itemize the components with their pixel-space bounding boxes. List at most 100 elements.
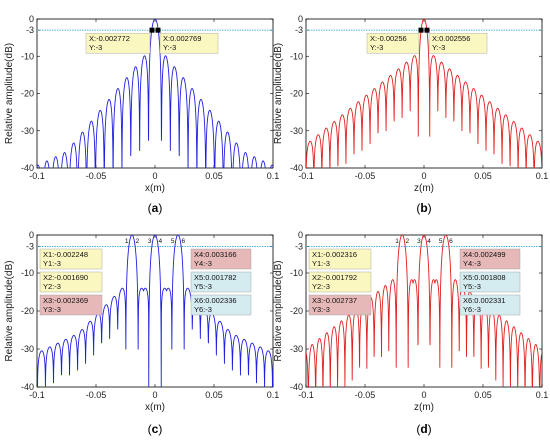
datatip-y-label: Y:-3 — [163, 43, 176, 52]
peak-number-label: 3 — [417, 238, 421, 245]
datatip-box — [459, 271, 521, 293]
peak-number-label: 4 — [427, 238, 431, 245]
x-axis-label: x(m) — [145, 183, 165, 194]
datatip-y-label: Y:-3 — [432, 43, 445, 52]
plot-area — [36, 18, 274, 169]
chart-panel-b: 0-3-10-20-30-40-0.1 -0.05 0 0.05 0.1z(m)Rela… — [273, 14, 548, 215]
peak-number-label: 6 — [449, 238, 453, 245]
datatip-x-label: X:0.002769 — [163, 34, 201, 43]
caption-close: ) — [428, 422, 432, 436]
datatip-y-label: Y6:-3 — [463, 305, 481, 314]
y-tick-label: -20 — [21, 306, 34, 316]
datatip-box — [190, 271, 252, 293]
panel-caption: (c) — [148, 422, 163, 436]
datatip-box — [308, 294, 372, 316]
panel-caption: (b) — [416, 201, 431, 215]
datatip-y-label: Y1:-3 — [312, 259, 330, 268]
plot-area — [305, 18, 543, 169]
x-tick-label: -0.1 — [298, 171, 314, 181]
caption-open: ( — [148, 422, 152, 436]
x-tick-label: 0 — [152, 171, 157, 181]
series-line — [37, 19, 273, 168]
datatip-box — [308, 271, 372, 293]
x-axis-label: z(m) — [414, 402, 434, 413]
y-tick-label: -3 — [26, 25, 34, 35]
chart-panel-d: 0-3-10-20-30-40-0.1 -0.05 0 0.05 0.1z(m)Rela… — [273, 230, 548, 436]
caption-letter: c — [152, 422, 159, 436]
peak-number-label: 2 — [135, 238, 139, 245]
y-tick-label: 0 — [298, 14, 303, 24]
y-tick-label: -40 — [290, 382, 303, 392]
peak-number-label: 2 — [405, 238, 409, 245]
caption-letter: d — [420, 422, 427, 436]
y-tick-label: -10 — [21, 51, 34, 61]
caption-close: ) — [428, 201, 432, 215]
datatip-box — [39, 248, 103, 270]
datatip-y-label: Y3:-3 — [312, 305, 330, 314]
x-tick-label: 0.1 — [536, 171, 549, 181]
x-tick-label: -0.05 — [355, 171, 376, 181]
caption-open: ( — [416, 201, 420, 215]
caption-close: ) — [158, 201, 162, 215]
x-tick-label: -0.05 — [86, 390, 107, 400]
y-tick-label: -10 — [290, 268, 303, 278]
datatip-box — [366, 32, 420, 54]
y-axis-label: Relative amplitude(dB) — [273, 43, 284, 144]
y-tick-label: -10 — [290, 51, 303, 61]
datatip-x-label: X:0.002556 — [432, 34, 470, 43]
x-tick-label: 0.1 — [536, 390, 549, 400]
x-tick-label: 0.05 — [474, 390, 492, 400]
x-tick-label: 0 — [421, 390, 426, 400]
y-tick-label: -3 — [295, 25, 303, 35]
peak-number-label: 4 — [158, 238, 162, 245]
caption-open: ( — [148, 201, 152, 215]
x-tick-label: -0.05 — [355, 390, 376, 400]
datatip-x-label: X:-0.00256 — [370, 34, 407, 43]
y-tick-label: 0 — [29, 14, 34, 24]
datatip-marker — [424, 27, 430, 33]
chart-panel-a: 0-3-10-20-30-40-0.1 -0.05 0 0.05 0.1x(m)Rela… — [4, 14, 279, 215]
caption-letter: b — [420, 201, 427, 215]
datatip-x-label: X5:0.001808 — [463, 273, 506, 282]
datatip-y-label: Y:-3 — [89, 43, 102, 52]
peak-number-label: 1 — [395, 238, 399, 245]
datatip-box — [39, 294, 103, 316]
datatip-y-label: Y1:-3 — [43, 259, 61, 268]
x-tick-label: 0.1 — [267, 390, 280, 400]
datatip-marker — [418, 27, 424, 33]
panel-caption: (d) — [416, 422, 431, 436]
x-tick-label: 0 — [152, 390, 157, 400]
datatip-y-label: Y6:-3 — [194, 305, 212, 314]
caption-close: ) — [158, 422, 162, 436]
datatip-box — [39, 271, 103, 293]
y-tick-label: -3 — [26, 241, 34, 251]
x-tick-label: -0.05 — [86, 171, 107, 181]
datatip-box — [459, 248, 521, 270]
y-tick-label: -30 — [290, 344, 303, 354]
peak-number-label: 3 — [148, 238, 152, 245]
peak-number-label: 1 — [125, 238, 129, 245]
peak-number-label: 5 — [171, 238, 175, 245]
caption-open: ( — [416, 422, 420, 436]
x-tick-label: 0.1 — [267, 171, 280, 181]
datatip-y-label: Y4:-3 — [463, 259, 481, 268]
y-tick-label: -30 — [21, 126, 34, 136]
datatip-y-label: Y5:-3 — [194, 282, 212, 291]
datatip-x-label: X:-0.002772 — [89, 34, 130, 43]
y-tick-label: 0 — [29, 230, 34, 240]
datatip-y-label: Y4:-3 — [194, 259, 212, 268]
x-tick-label: -0.1 — [29, 390, 45, 400]
datatip-box — [190, 294, 252, 316]
y-tick-label: -40 — [21, 163, 34, 173]
series-line — [306, 19, 542, 168]
